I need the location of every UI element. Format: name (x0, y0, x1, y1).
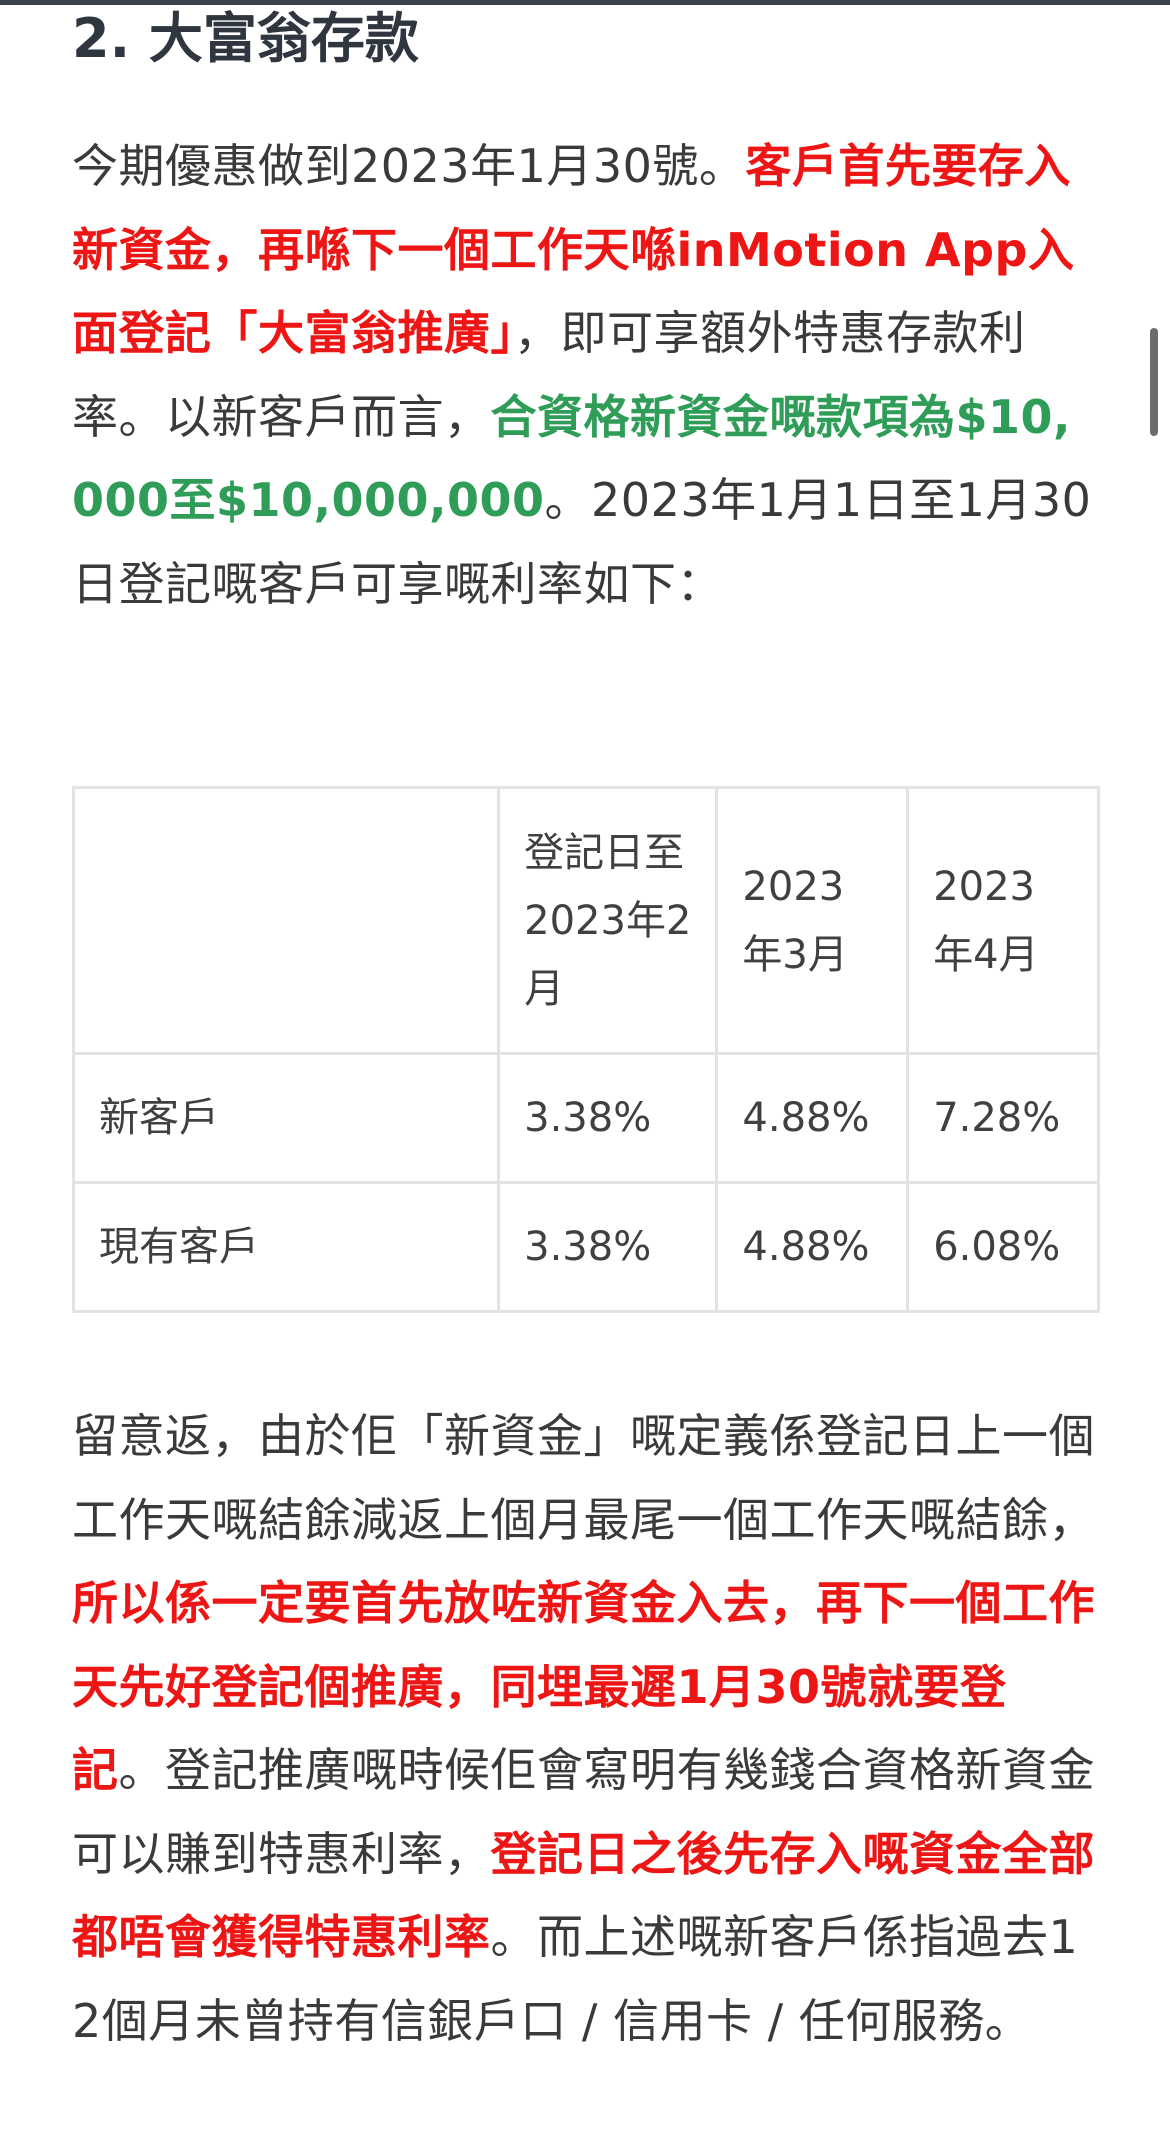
table-cell: 6.08% (906, 1181, 1100, 1313)
table-cell-label: 新客戶 (71, 1052, 501, 1184)
table-cell: 7.28% (906, 1052, 1100, 1184)
table-header-row: 登記日至2023年2月 2023年3月 2023年4月 (71, 786, 1100, 1055)
text-segment: 留意返，由於佢「新資金」嘅定義係登記日上一個工作天嘅結餘減返上個月最尾一個工作天… (72, 1409, 1095, 1547)
text-segment: ，即可享額外特惠存款利率。以新客戶而言， (72, 306, 1026, 444)
table-cell: 3.38% (497, 1052, 719, 1184)
text-segment: 。登記推廣嘅時候佢會寫明有幾錢合資格新資金可以賺到特惠利率， (72, 1743, 1095, 1881)
table-cell-label: 現有客戶 (71, 1181, 501, 1313)
table-header-cell: 2023年4月 (906, 786, 1100, 1055)
highlight-red-text: 登記日之後先存入嘅資金全部都唔會獲得特惠利率 (72, 1826, 1095, 1965)
section-heading: 2. 大富翁存款 (72, 7, 419, 70)
highlight-red-text: 客戶首先要存入新資金，再喺下一個工作天喺inMotion App入面登記「大富翁… (72, 139, 1075, 360)
highlight-green-text: 合資格新資金嘅款項為$10,000至$10,000,000 (72, 389, 1071, 528)
table-header-cell (71, 786, 501, 1055)
text-segment: 今期優惠做到2023年1月30號。 (72, 139, 746, 193)
interest-rate-table: 登記日至2023年2月 2023年3月 2023年4月 新客戶 3.38% 4.… (71, 786, 1100, 1313)
top-divider (0, 0, 1170, 5)
text-segment: 。2023年1月1日至1月30日登記嘅客戶可享嘅利率如下： (72, 473, 1092, 611)
scrollbar-thumb[interactable] (1150, 328, 1158, 436)
text-segment: 。而上述嘅新客戶係指過去12個月未曾持有信銀戶口 / 信用卡 / 任何服務。 (72, 1910, 1079, 2048)
table-row: 新客戶 3.38% 4.88% 7.28% (71, 1052, 1100, 1184)
intro-paragraph: 今期優惠做到2023年1月30號。客戶首先要存入新資金，再喺下一個工作天喺inM… (72, 125, 1098, 626)
highlight-red-text: 所以係一定要首先放咗新資金入去，再下一個工作天先好登記個推廣，同埋最遲1月30號… (72, 1576, 1095, 1797)
table-row: 現有客戶 3.38% 4.88% 6.08% (71, 1181, 1100, 1313)
table-cell: 4.88% (715, 1181, 910, 1313)
notes-paragraph: 留意返，由於佢「新資金」嘅定義係登記日上一個工作天嘅結餘減返上個月最尾一個工作天… (72, 1395, 1098, 2063)
table-header-cell: 登記日至2023年2月 (497, 786, 719, 1055)
table-header-cell: 2023年3月 (715, 786, 910, 1055)
table-cell: 4.88% (715, 1052, 910, 1184)
table-cell: 3.38% (497, 1181, 719, 1313)
